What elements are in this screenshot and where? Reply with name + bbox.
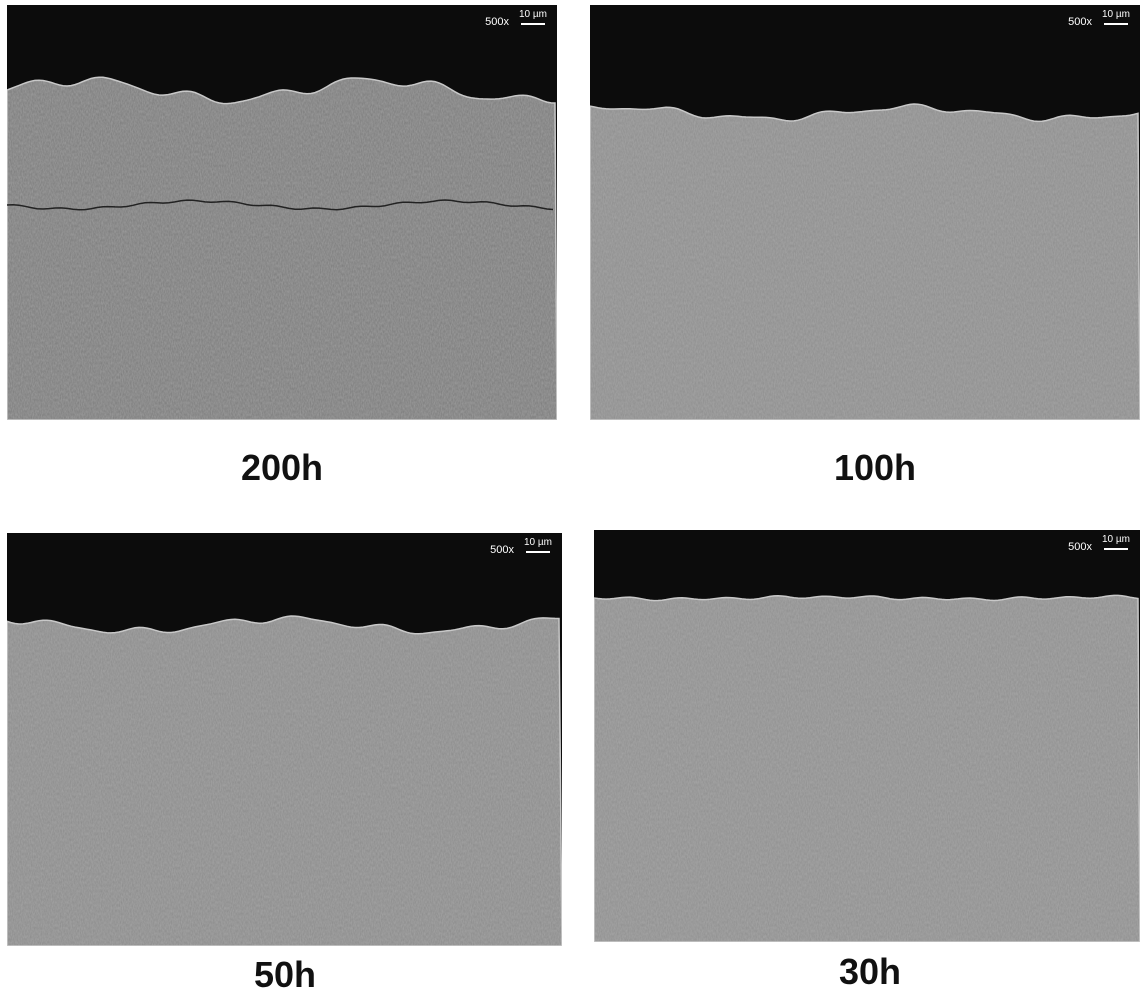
magnification: 500x bbox=[1068, 16, 1092, 28]
scale-bar bbox=[1104, 548, 1128, 550]
micrograph: 500x 10 µm bbox=[594, 530, 1140, 942]
metal-grain bbox=[594, 595, 1140, 942]
scale-text: 10 µm bbox=[1102, 534, 1130, 545]
surface-edge bbox=[7, 76, 557, 420]
panel-label: 50h bbox=[254, 954, 316, 995]
scale-text: 10 µm bbox=[519, 9, 547, 20]
surface-edge bbox=[594, 594, 1140, 942]
panel-label: 30h bbox=[839, 951, 901, 992]
magnification: 500x bbox=[485, 16, 509, 28]
surface-edge bbox=[590, 103, 1140, 420]
panel-label: 200h bbox=[241, 447, 323, 488]
scale-text: 10 µm bbox=[524, 537, 552, 548]
magnification: 500x bbox=[1068, 541, 1092, 553]
micrograph: 500x 10 µm bbox=[7, 533, 562, 946]
crack bbox=[7, 199, 554, 211]
scale-bar bbox=[1104, 23, 1128, 25]
image bbox=[7, 533, 562, 946]
micrograph: 500x 10 µm bbox=[7, 5, 557, 420]
metal-grain bbox=[7, 77, 557, 420]
image bbox=[7, 5, 557, 420]
scale-bar bbox=[521, 23, 545, 25]
image bbox=[590, 5, 1140, 420]
surface-edge bbox=[7, 615, 562, 946]
metal-grain bbox=[590, 104, 1140, 420]
metal-grain bbox=[7, 616, 562, 946]
magnification: 500x bbox=[490, 544, 514, 556]
panel-label: 100h bbox=[834, 447, 916, 488]
image bbox=[594, 530, 1140, 942]
scale-text: 10 µm bbox=[1102, 9, 1130, 20]
micrograph: 500x 10 µm bbox=[590, 5, 1140, 420]
scale-bar bbox=[526, 551, 550, 553]
